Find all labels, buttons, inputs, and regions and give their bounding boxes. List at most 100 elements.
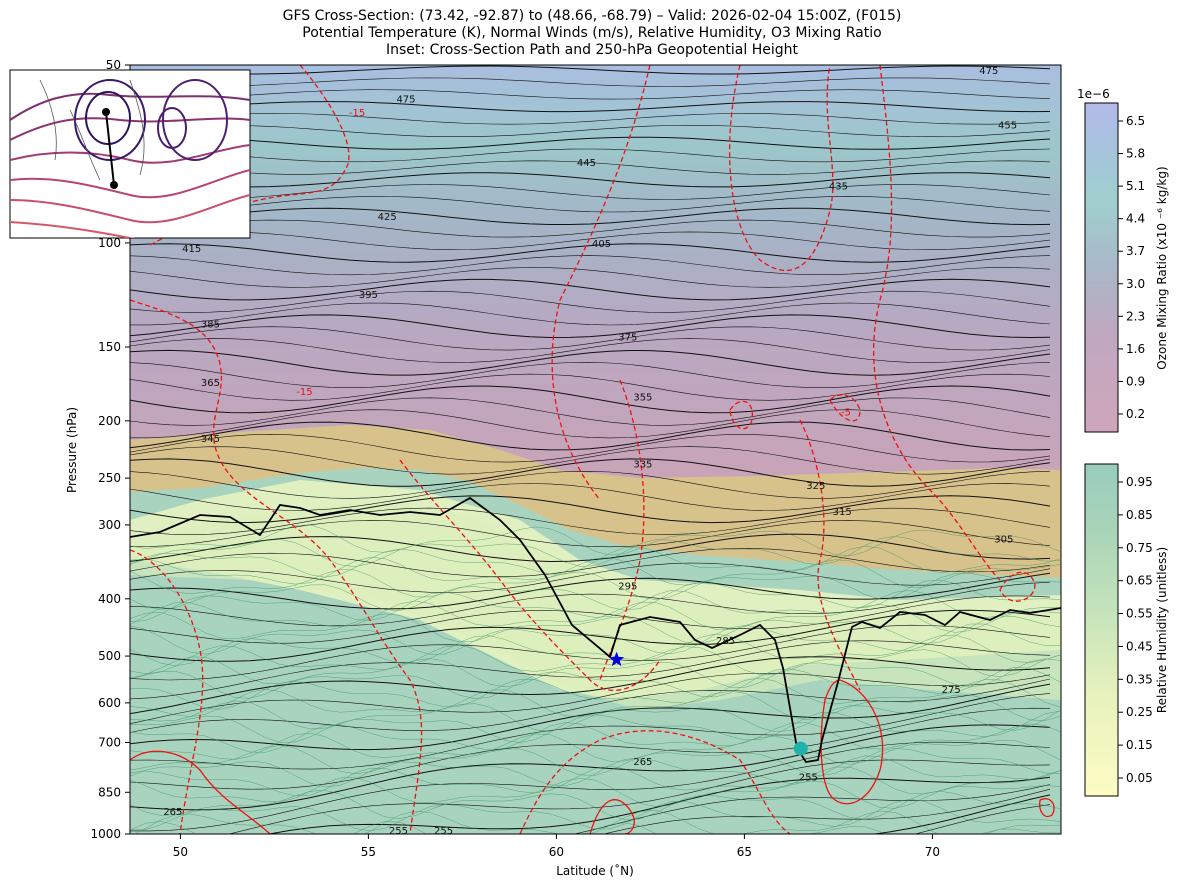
theta-label: 265 <box>163 807 182 818</box>
colorbar-tick-label: 5.1 <box>1126 179 1145 193</box>
wind-contour-solid <box>820 679 884 805</box>
theta-contour <box>130 741 1051 832</box>
rh-contour <box>130 732 1061 765</box>
theta-label: 425 <box>378 212 397 223</box>
theta-contour <box>130 409 1051 439</box>
wind-contour-solid <box>589 799 635 834</box>
rh-contour <box>130 612 1061 644</box>
theta-contour <box>130 314 1051 339</box>
theta-contour <box>130 278 1051 301</box>
y-tick-label: 500 <box>98 649 121 663</box>
rh-contour <box>130 790 1061 820</box>
x-tick-label: 70 <box>925 845 940 859</box>
theta-contour <box>130 184 1051 200</box>
theta-contour <box>130 136 1051 150</box>
wind-label: -15 <box>349 108 365 119</box>
wind-contour-dashed <box>130 549 204 834</box>
theta-contour <box>602 788 1051 834</box>
theta-contour <box>130 562 1051 593</box>
theta-contour <box>130 693 1051 770</box>
theta-label: 385 <box>201 320 220 331</box>
rh-contour <box>130 623 1060 655</box>
theta-contour <box>130 678 1051 733</box>
theta-contour <box>130 483 1051 511</box>
theta-contour <box>130 77 1051 87</box>
rh-contour <box>134 809 1061 834</box>
normal-wind-contours <box>130 65 1055 834</box>
theta-contour <box>130 397 1051 426</box>
theta-contour <box>130 572 1051 610</box>
theta-contour <box>130 683 1051 751</box>
theta-contour <box>573 784 1051 834</box>
theta-contour <box>130 470 1051 499</box>
theta-contour <box>130 433 1051 463</box>
y-tick-label: 200 <box>98 414 121 428</box>
colorbar-tick-label: 0.55 <box>1126 607 1153 621</box>
y-tick-label: 1000 <box>90 827 121 841</box>
colorbar-tick-label: 0.75 <box>1126 541 1153 555</box>
y-tick-label: 700 <box>98 735 121 749</box>
theta-label: 265 <box>633 757 652 768</box>
theta-contour <box>130 656 1051 715</box>
theta-contour <box>130 302 1051 326</box>
potential-temperature-contours <box>130 65 1051 834</box>
rh-contour <box>130 755 1061 788</box>
theta-contour <box>130 219 1051 238</box>
theta-contour <box>130 196 1051 213</box>
theta-label: 375 <box>618 333 637 344</box>
wind-contour-dashed <box>999 571 1036 602</box>
y-tick-label: 400 <box>98 592 121 606</box>
y-tick-label: 100 <box>98 236 121 250</box>
theta-label: 335 <box>633 459 652 470</box>
relative-humidity-contours <box>130 524 1061 834</box>
rh-contour <box>130 667 1061 700</box>
theta-contour <box>130 124 1051 138</box>
plot-frame <box>129 64 1062 835</box>
ozone-colorbar: 6.5 5.8 5.1 4.4 3.7 3.0 2.3 1.6 0.9 0.2 1e−6 Ozon… <box>1077 87 1169 433</box>
colorbar-tick-label: 0.2 <box>1126 407 1145 421</box>
colorbar-tick-label: 0.25 <box>1126 705 1153 719</box>
wind-contour-dashed <box>399 459 661 691</box>
theta-label: 355 <box>633 393 652 404</box>
theta-contour <box>130 160 1051 175</box>
rh-contour <box>130 524 1061 557</box>
theta-label: 365 <box>201 378 220 389</box>
theta-label: 405 <box>592 239 611 250</box>
y-tick-label: 250 <box>98 471 121 485</box>
rh-colorbar: 0.95 0.85 0.75 0.65 0.55 0.45 0.35 0.25 0.15 0.05… <box>1084 463 1169 797</box>
wind-contour-dashed <box>130 299 423 834</box>
circle-marker <box>793 741 808 756</box>
theta-label: 475 <box>396 95 415 106</box>
theta-contour <box>130 507 1051 536</box>
rh-contour <box>130 557 1061 588</box>
theta-contour <box>266 776 1051 834</box>
colorbar-tick-label: 1.6 <box>1126 342 1145 356</box>
rh-contour <box>130 590 1061 622</box>
rh-contour <box>130 710 1061 743</box>
rh-contour <box>130 633 1061 667</box>
x-tick-label: 65 <box>737 845 752 859</box>
theta-contour <box>130 207 1051 226</box>
theta-label: 395 <box>359 290 378 301</box>
colorbar-tick-label: 0.65 <box>1126 574 1153 588</box>
theta-contour <box>130 547 1051 578</box>
theta-label: 255 <box>389 826 408 837</box>
theta-labels: 475 475 455 445 435 425 415 405 395 385 375 365 355 3… <box>163 66 1017 837</box>
y-tick-label: 850 <box>98 785 121 799</box>
theta-contour <box>130 267 1051 288</box>
theta-label: 435 <box>829 182 848 193</box>
rh-contour <box>130 777 1061 809</box>
theta-contour <box>130 385 1051 414</box>
chart-title-line-2: Potential Temperature (K), Normal Winds … <box>302 25 882 41</box>
theta-contour <box>130 361 1051 389</box>
rh-contour <box>130 545 1061 578</box>
colorbar-tick-label: 3.7 <box>1126 244 1145 258</box>
colorbar-tick-label: 0.9 <box>1126 374 1145 388</box>
theta-contour <box>227 759 1051 834</box>
inset-map <box>9 69 251 239</box>
theta-contour <box>130 672 1051 724</box>
rh-contour <box>130 569 1061 600</box>
theta-contour <box>130 624 1051 681</box>
theta-label: 475 <box>979 66 998 77</box>
